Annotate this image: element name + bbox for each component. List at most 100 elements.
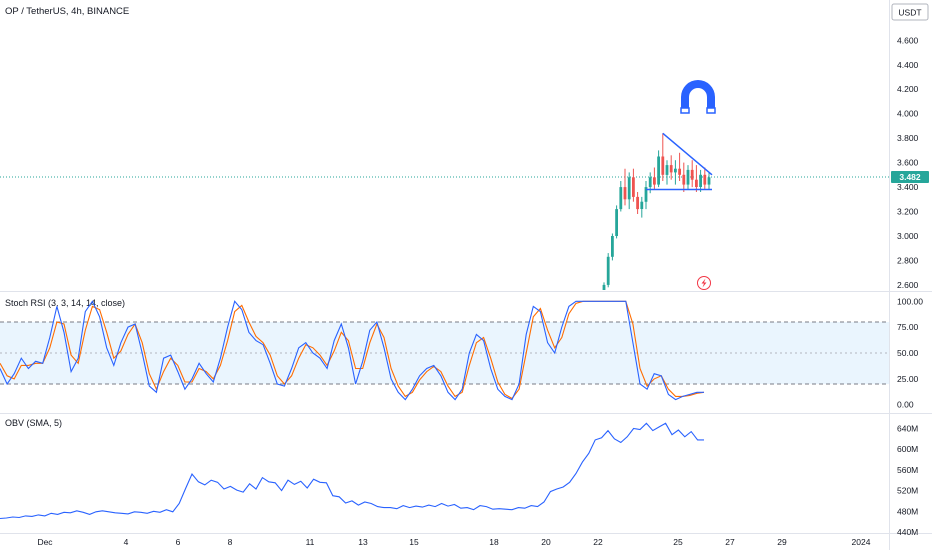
obv-line <box>0 422 704 520</box>
currency-button[interactable] <box>891 3 929 21</box>
price-tick-label: 3.800 <box>897 133 919 143</box>
magnet-icon[interactable] <box>680 80 716 114</box>
obv-tick-label: 520M <box>897 486 918 496</box>
candle-body <box>602 284 606 290</box>
candle <box>699 169 702 192</box>
candle <box>640 196 644 218</box>
stoch-tick-label: 25.00 <box>897 374 919 384</box>
current-price-label: 3.482 <box>899 172 921 182</box>
time-tick-label: 11 <box>306 537 315 547</box>
price-tick-label: 3.200 <box>897 207 919 217</box>
current-price-badge <box>891 171 929 183</box>
candle-body <box>606 256 610 285</box>
candle <box>661 133 665 181</box>
time-tick-label: 8 <box>228 537 233 547</box>
time-tick-label: 25 <box>673 537 683 547</box>
candle-body <box>627 177 631 200</box>
candle-body <box>695 179 698 187</box>
price-tick-label: 3.000 <box>897 231 919 241</box>
time-tick-label: 22 <box>593 537 603 547</box>
candle <box>632 168 635 202</box>
candle <box>703 167 707 190</box>
time-tick-label: 29 <box>777 537 787 547</box>
candles-group <box>602 133 711 290</box>
time-tick-label: 4 <box>124 537 129 547</box>
candle-body <box>623 187 627 200</box>
candle-body <box>690 169 694 180</box>
candle-body <box>653 177 656 185</box>
candle <box>682 162 686 192</box>
candle-body <box>657 156 660 185</box>
stoch-tick-label: 0.00 <box>897 400 914 410</box>
price-tick-label: 4.600 <box>897 35 919 45</box>
price-tick-label: 3.600 <box>897 158 919 168</box>
candle-body <box>669 165 673 173</box>
candle <box>623 168 627 206</box>
candle-body <box>611 236 614 257</box>
stoch-tick-label: 100.00 <box>897 296 923 306</box>
candle-body <box>640 201 644 209</box>
time-tick-label: Dec <box>37 537 53 547</box>
candle-body <box>636 196 639 210</box>
candle-body <box>661 156 665 175</box>
candle <box>665 160 669 185</box>
price-tick-label: 4.400 <box>897 60 919 70</box>
candle <box>619 181 623 212</box>
time-tick-label: 6 <box>176 537 181 547</box>
price-tick-label: 2.800 <box>897 255 919 265</box>
chart-title: OP / TetherUS, 4h, BINANCE <box>5 6 129 17</box>
candle-body <box>632 177 635 197</box>
candle-body <box>648 177 652 188</box>
obv-tick-label: 640M <box>897 424 918 434</box>
candle <box>678 152 681 181</box>
time-tick-label: 18 <box>489 537 499 547</box>
candle <box>674 160 677 185</box>
candle <box>686 165 690 190</box>
lightning-icon[interactable] <box>697 276 711 290</box>
stoch-axis: 100.00 75.00 50.00 25.00 0.00 <box>897 296 923 409</box>
pattern-upper-line <box>662 132 713 176</box>
stoch-tick-label: 50.00 <box>897 348 919 358</box>
price-tick-label: 3.400 <box>897 182 919 192</box>
candle-body <box>703 174 707 185</box>
obv-tick-label: 440M <box>897 527 918 537</box>
candle-body <box>686 169 690 185</box>
candle-body <box>707 177 711 185</box>
price-tick-label: 2.600 <box>897 280 919 290</box>
currency-label: USDT <box>898 8 921 18</box>
candle <box>707 172 711 190</box>
candle-body <box>678 168 681 175</box>
candle <box>602 282 606 290</box>
candle <box>611 233 614 261</box>
obv-title: OBV (SMA, 5) <box>5 418 62 428</box>
candle <box>615 205 618 239</box>
price-tick-label: 4.000 <box>897 109 919 119</box>
candle <box>627 172 631 210</box>
time-tick-label: 2024 <box>852 537 871 547</box>
stoch-rsi-title: Stoch RSI (3, 3, 14, 14, close) <box>5 298 125 308</box>
candle-body <box>619 187 623 210</box>
candle <box>657 150 660 188</box>
time-tick-label: 27 <box>725 537 735 547</box>
time-tick-label: 13 <box>358 537 368 547</box>
candle <box>669 155 673 180</box>
time-axis: Dec 4 6 8 11 13 15 18 20 22 25 27 29 2024 <box>37 537 870 547</box>
candle <box>606 253 610 288</box>
candle <box>695 165 698 192</box>
pattern-group <box>646 132 713 191</box>
candle-body <box>674 168 677 173</box>
candle-body <box>665 165 669 175</box>
time-tick-label: 20 <box>541 537 551 547</box>
obv-tick-label: 600M <box>897 444 918 454</box>
stoch-tick-label: 75.00 <box>897 322 919 332</box>
candle-body <box>615 209 618 236</box>
price-axis: 4.600 4.400 4.200 4.000 3.800 3.600 3.400 3.200… <box>897 35 919 290</box>
candle <box>690 160 694 188</box>
candle-body <box>682 174 686 185</box>
candle <box>653 167 656 190</box>
price-tick-label: 4.200 <box>897 84 919 94</box>
obv-axis: 640M 600M 560M 520M 480M 440M <box>897 424 918 538</box>
candle <box>636 192 639 214</box>
